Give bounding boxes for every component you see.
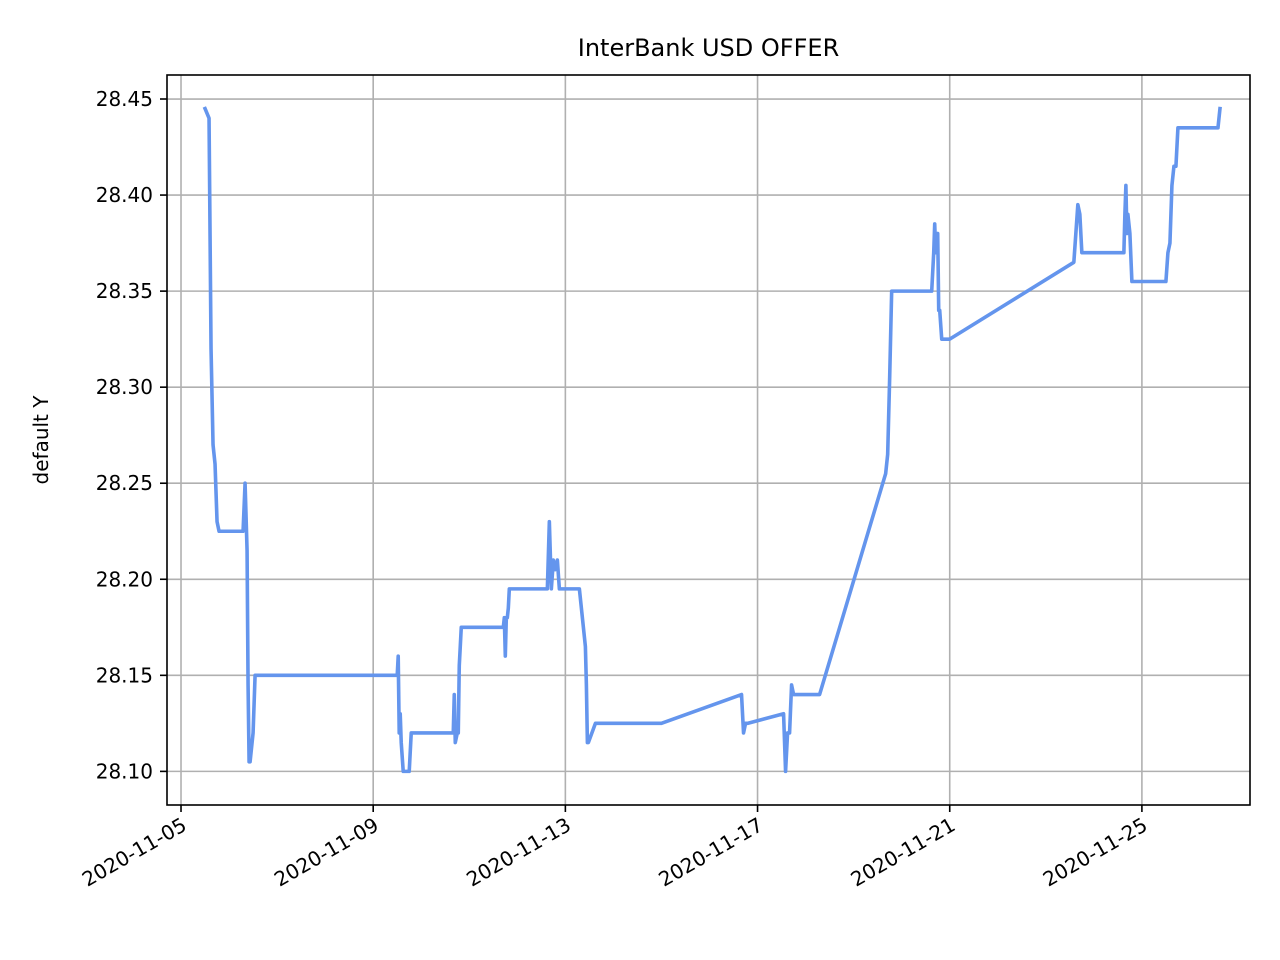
series-layer bbox=[202, 106, 1222, 774]
y-tick-label: 28.45 bbox=[96, 87, 153, 111]
y-tick-label: 28.25 bbox=[96, 471, 153, 495]
y-tick-label: 28.30 bbox=[96, 375, 153, 399]
plot-frame bbox=[166, 74, 1251, 806]
grid-lines bbox=[167, 75, 1250, 805]
y-axis-label: default Y bbox=[29, 395, 53, 485]
chart-title: InterBank USD OFFER bbox=[578, 34, 840, 62]
y-tick-label: 28.20 bbox=[96, 567, 153, 591]
y-tick-label: 28.40 bbox=[96, 183, 153, 207]
y-tick-label: 28.15 bbox=[96, 663, 153, 687]
series-line-0 bbox=[202, 106, 1222, 774]
y-tick-label: 28.35 bbox=[96, 279, 153, 303]
y-tick-label: 28.10 bbox=[96, 759, 153, 783]
